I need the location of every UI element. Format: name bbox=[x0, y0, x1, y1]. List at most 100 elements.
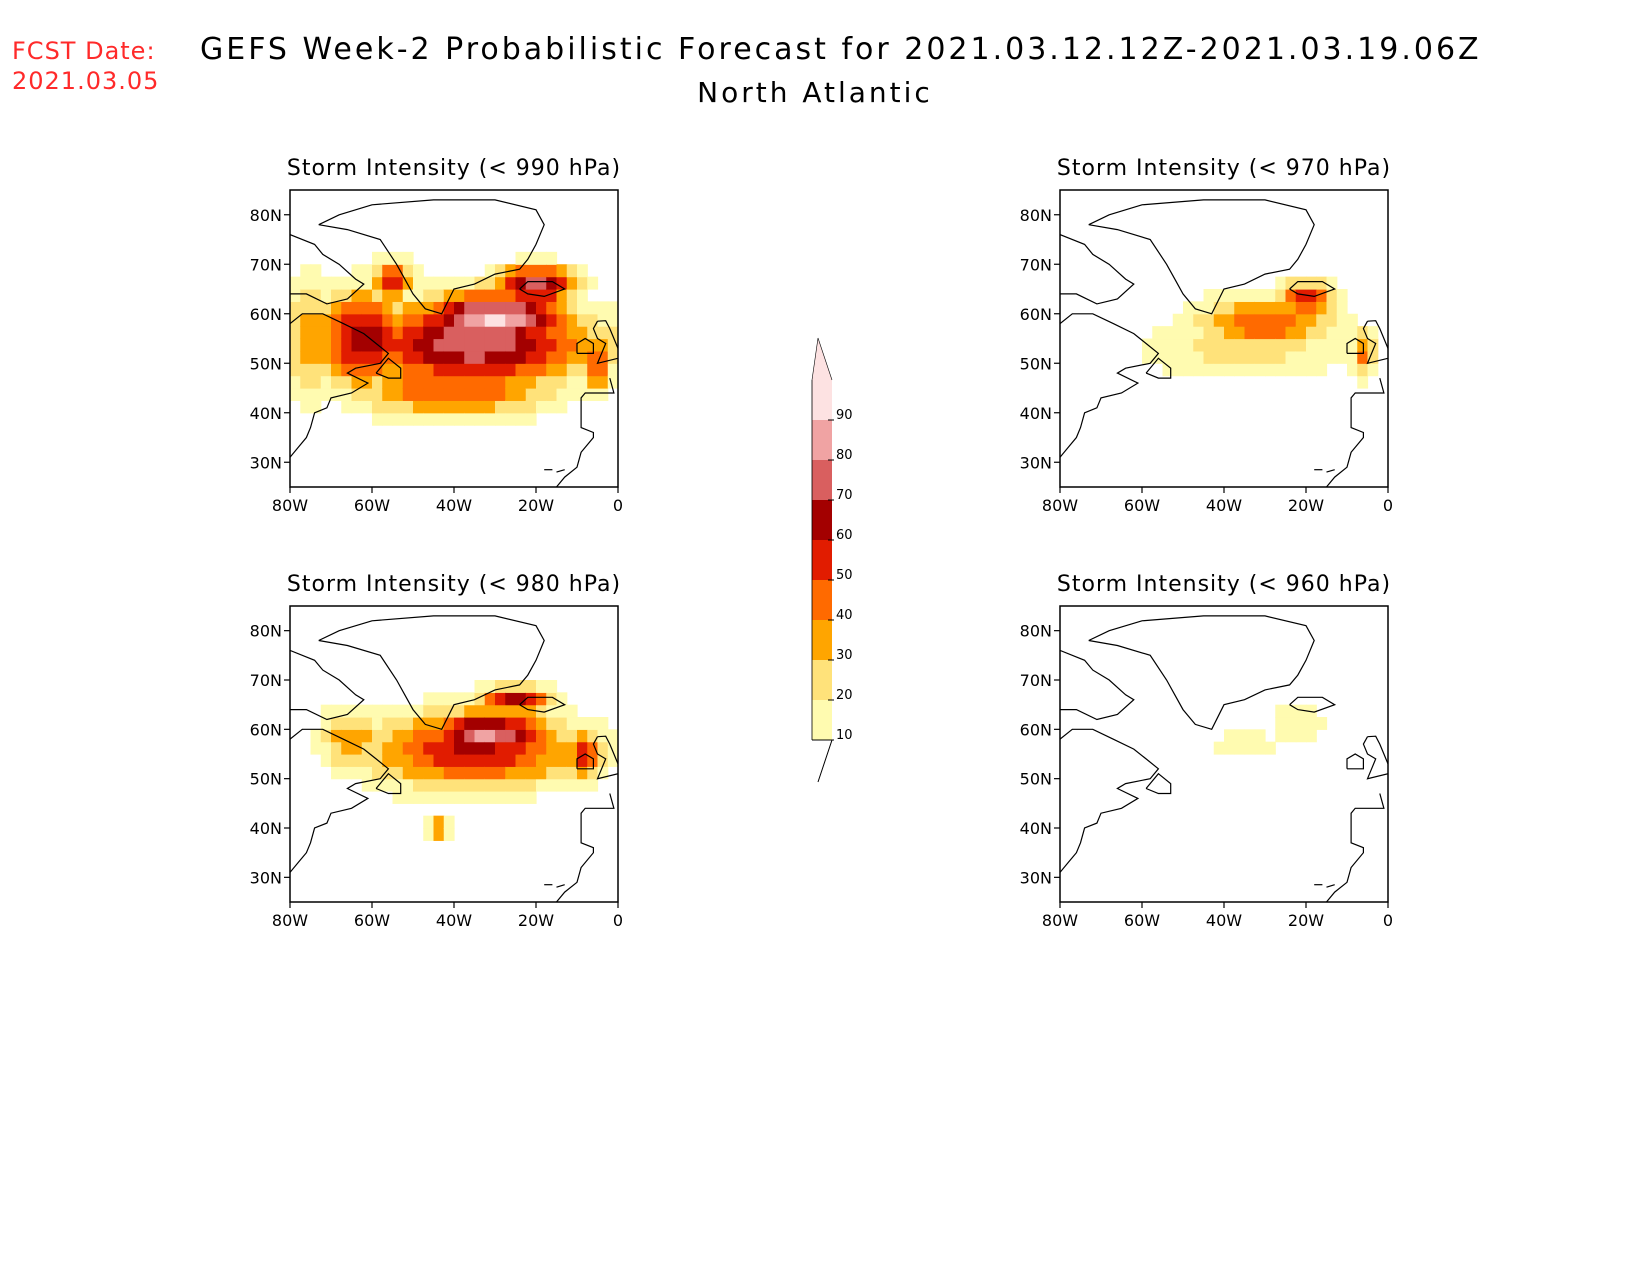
coastline bbox=[1060, 234, 1135, 305]
probability-cell bbox=[566, 264, 578, 278]
probability-cell bbox=[402, 741, 414, 755]
probability-cell bbox=[505, 313, 517, 327]
probability-cell bbox=[423, 754, 435, 767]
probability-cell bbox=[1152, 350, 1164, 364]
probability-cell bbox=[361, 400, 373, 414]
probability-cell bbox=[536, 338, 547, 352]
probability-cell bbox=[556, 400, 568, 414]
colorbar-segment bbox=[812, 580, 832, 620]
probability-cell bbox=[587, 338, 599, 352]
coastlines bbox=[290, 199, 618, 487]
probability-cell bbox=[392, 264, 404, 278]
probability-cell bbox=[1316, 289, 1328, 302]
probability-cell bbox=[1285, 313, 1297, 327]
probability-cell bbox=[1295, 350, 1307, 364]
probability-cell bbox=[536, 741, 547, 755]
probability-cell bbox=[1193, 301, 1205, 315]
probability-cell bbox=[290, 301, 301, 315]
probability-cell bbox=[577, 717, 588, 730]
probability-cell bbox=[1162, 350, 1174, 364]
probability-cell bbox=[484, 264, 496, 278]
probability-cell bbox=[392, 754, 404, 767]
probability-cell bbox=[402, 363, 414, 377]
probability-cell bbox=[515, 313, 527, 327]
forecast-date-label: FCST Date: bbox=[12, 37, 156, 65]
probability-cell bbox=[402, 778, 414, 792]
probability-cell bbox=[1265, 301, 1276, 315]
probability-cell bbox=[546, 388, 558, 401]
coastline bbox=[1326, 884, 1335, 888]
probability-cell bbox=[566, 363, 578, 377]
coastline bbox=[290, 234, 365, 305]
probability-cell bbox=[474, 412, 486, 426]
probability-cell bbox=[1203, 301, 1215, 315]
probability-cell bbox=[331, 289, 342, 302]
probability-cell bbox=[577, 363, 588, 377]
probability-cell bbox=[402, 301, 414, 315]
probability-cell bbox=[1244, 289, 1256, 302]
probability-cell bbox=[361, 741, 373, 755]
colorbar-label: 70 bbox=[836, 488, 853, 503]
probability-cell bbox=[320, 741, 332, 755]
probability-cell bbox=[382, 338, 394, 352]
probability-cell bbox=[587, 350, 599, 364]
probability-cell bbox=[392, 791, 404, 804]
probability-cell bbox=[1265, 313, 1276, 327]
probability-cell bbox=[1275, 717, 1287, 730]
probability-cell bbox=[536, 754, 547, 767]
probability-cell bbox=[484, 388, 496, 401]
probability-cell bbox=[1316, 276, 1328, 290]
probability-cell bbox=[566, 326, 578, 340]
probability-cell bbox=[351, 717, 363, 730]
coastline bbox=[519, 696, 567, 713]
probability-cell bbox=[433, 791, 445, 804]
probability-cell bbox=[525, 412, 537, 426]
probability-cell bbox=[433, 338, 445, 352]
probability-cell bbox=[525, 350, 537, 364]
probability-cell bbox=[546, 692, 558, 706]
probability-cell bbox=[484, 704, 496, 718]
probability-cell bbox=[515, 692, 527, 706]
probability-cell bbox=[443, 400, 455, 414]
probability-cell bbox=[1183, 313, 1194, 327]
probability-cell bbox=[1326, 289, 1338, 302]
probability-cell bbox=[525, 313, 537, 327]
probability-cell bbox=[577, 313, 588, 327]
lon-tick-label: 20W bbox=[1288, 911, 1324, 930]
lat-tick-label: 60N bbox=[250, 305, 282, 324]
probability-cell bbox=[484, 741, 496, 755]
probability-cell bbox=[536, 692, 547, 706]
lat-tick-label: 50N bbox=[1020, 770, 1052, 789]
probability-cell bbox=[433, 363, 445, 377]
probability-cell bbox=[443, 301, 455, 315]
probability-cell bbox=[351, 363, 363, 377]
probability-cell bbox=[484, 400, 496, 414]
probability-cell bbox=[1347, 313, 1358, 327]
probability-cell bbox=[464, 412, 476, 426]
probability-cell bbox=[454, 375, 465, 389]
probability-cell bbox=[372, 388, 383, 401]
probability-cell bbox=[413, 754, 424, 767]
probability-cell bbox=[546, 313, 558, 327]
probability-cell bbox=[361, 778, 373, 792]
coastline bbox=[555, 377, 615, 487]
probability-cell bbox=[1336, 338, 1348, 352]
probability-cell bbox=[1172, 363, 1184, 377]
coastline bbox=[576, 753, 595, 770]
probability-cell bbox=[443, 313, 455, 327]
probability-cell bbox=[443, 729, 455, 743]
probability-cell bbox=[433, 692, 445, 706]
probability-cell bbox=[433, 778, 445, 792]
probability-cell bbox=[515, 778, 527, 792]
probability-cell bbox=[464, 704, 476, 718]
probability-cell bbox=[423, 388, 435, 401]
probability-cell bbox=[607, 741, 618, 755]
probability-cell bbox=[423, 791, 435, 804]
probability-cell bbox=[413, 326, 424, 340]
probability-cell bbox=[1295, 313, 1307, 327]
probability-cell bbox=[382, 350, 394, 364]
probability-cell bbox=[423, 301, 435, 315]
probability-cell bbox=[587, 778, 599, 792]
lat-tick-label: 70N bbox=[250, 671, 282, 690]
panel-title: Storm Intensity (< 960 hPa) bbox=[1057, 572, 1391, 597]
